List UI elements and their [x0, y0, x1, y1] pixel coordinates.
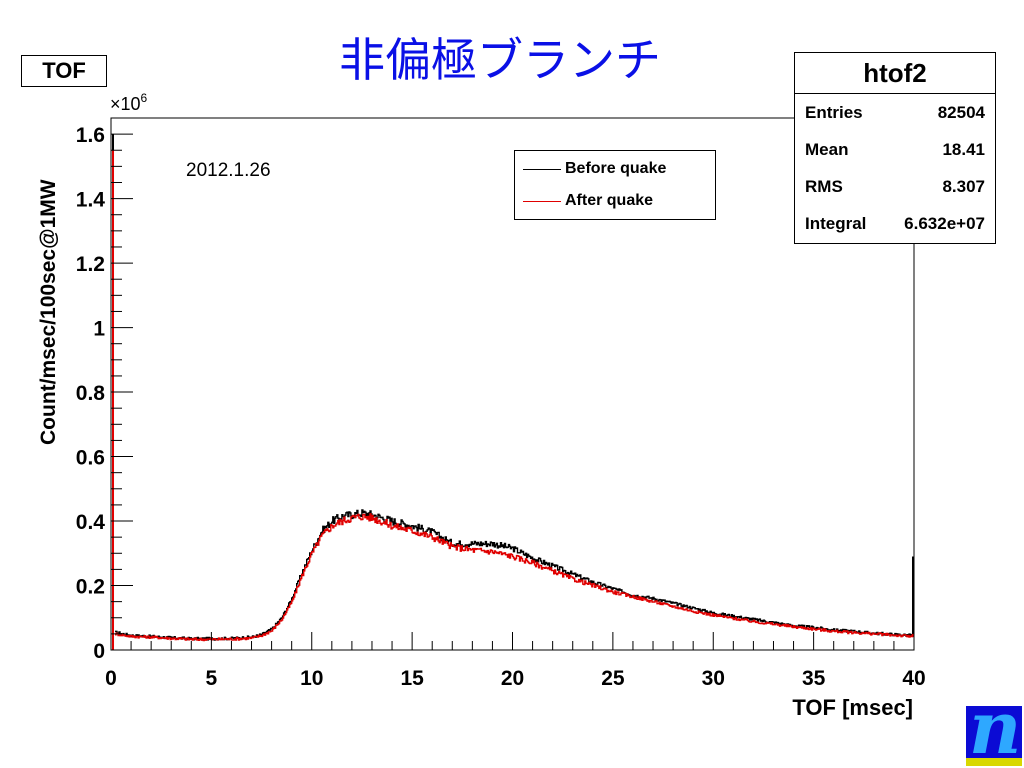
stats-row-entries: Entries 82504	[795, 94, 995, 131]
stats-value: 6.632e+07	[904, 214, 985, 233]
legend-swatch-after	[523, 201, 561, 202]
y-multiplier-base: ×10	[110, 94, 141, 114]
x-tick-label: 15	[400, 667, 424, 690]
frame-label: TOF	[21, 55, 107, 87]
stats-key: Integral	[805, 214, 867, 233]
stats-key: Entries	[805, 103, 863, 122]
stats-title: htof2	[795, 53, 995, 94]
series-layer	[112, 134, 914, 650]
x-tick-label: 30	[702, 667, 725, 690]
stats-value: 8.307	[942, 177, 985, 196]
legend: Before quake After quake	[514, 150, 716, 220]
y-tick-label: 0.2	[76, 576, 105, 599]
stats-value: 18.41	[942, 140, 985, 159]
x-tick-label: 10	[300, 667, 323, 690]
y-tick-label: 1	[93, 318, 105, 341]
x-tick-label: 20	[501, 667, 524, 690]
stats-value: 82504	[937, 103, 985, 122]
x-tick-label: 5	[206, 667, 218, 690]
stats-row-integral: Integral 6.632e+07	[795, 205, 995, 242]
x-tick-label: 40	[902, 667, 925, 690]
series-line-after	[115, 513, 913, 642]
x-tick-label: 35	[802, 667, 826, 690]
stats-row-mean: Mean 18.41	[795, 131, 995, 168]
x-tick-label: 0	[105, 667, 117, 690]
axis-layer: 0 5 10 15 20 25 30 35 40 0 0.2 0.4 0.6 0.8 1 1.2 1.4 1.6	[76, 124, 926, 690]
legend-item-before: Before quake	[515, 159, 715, 179]
stats-row-rms: RMS 8.307	[795, 168, 995, 205]
legend-label-after: After quake	[565, 192, 654, 209]
y-tick-label: 0.4	[76, 511, 106, 534]
date-annotation: 2012.1.26	[186, 160, 271, 181]
x-axis-title: TOF [msec]	[792, 695, 913, 720]
y-tick-label: 0.8	[76, 382, 106, 405]
y-tick-label: 1.2	[76, 253, 105, 276]
y-tick-label: 0.6	[76, 447, 105, 470]
x-tick-label: 25	[601, 667, 625, 690]
y-axis-title: Count/msec/100sec@1MW	[37, 179, 60, 445]
y-tick-label: 0	[93, 640, 105, 663]
legend-label-before: Before quake	[565, 160, 667, 177]
slide-title: 非偏極ブランチ	[339, 33, 661, 87]
y-tick-label: 1.4	[76, 189, 106, 212]
n-logo-icon: n	[966, 706, 1022, 766]
legend-swatch-before	[523, 169, 561, 170]
legend-item-after: After quake	[515, 191, 715, 211]
stats-box: htof2 Entries 82504 Mean 18.41 RMS 8.307…	[794, 52, 996, 244]
y-multiplier-label: ×106	[110, 91, 148, 114]
y-tick-label: 1.6	[76, 124, 105, 147]
y-multiplier-exponent: 6	[141, 91, 148, 105]
stats-key: RMS	[805, 177, 843, 196]
stats-key: Mean	[805, 140, 849, 159]
series-line-before	[115, 509, 913, 641]
